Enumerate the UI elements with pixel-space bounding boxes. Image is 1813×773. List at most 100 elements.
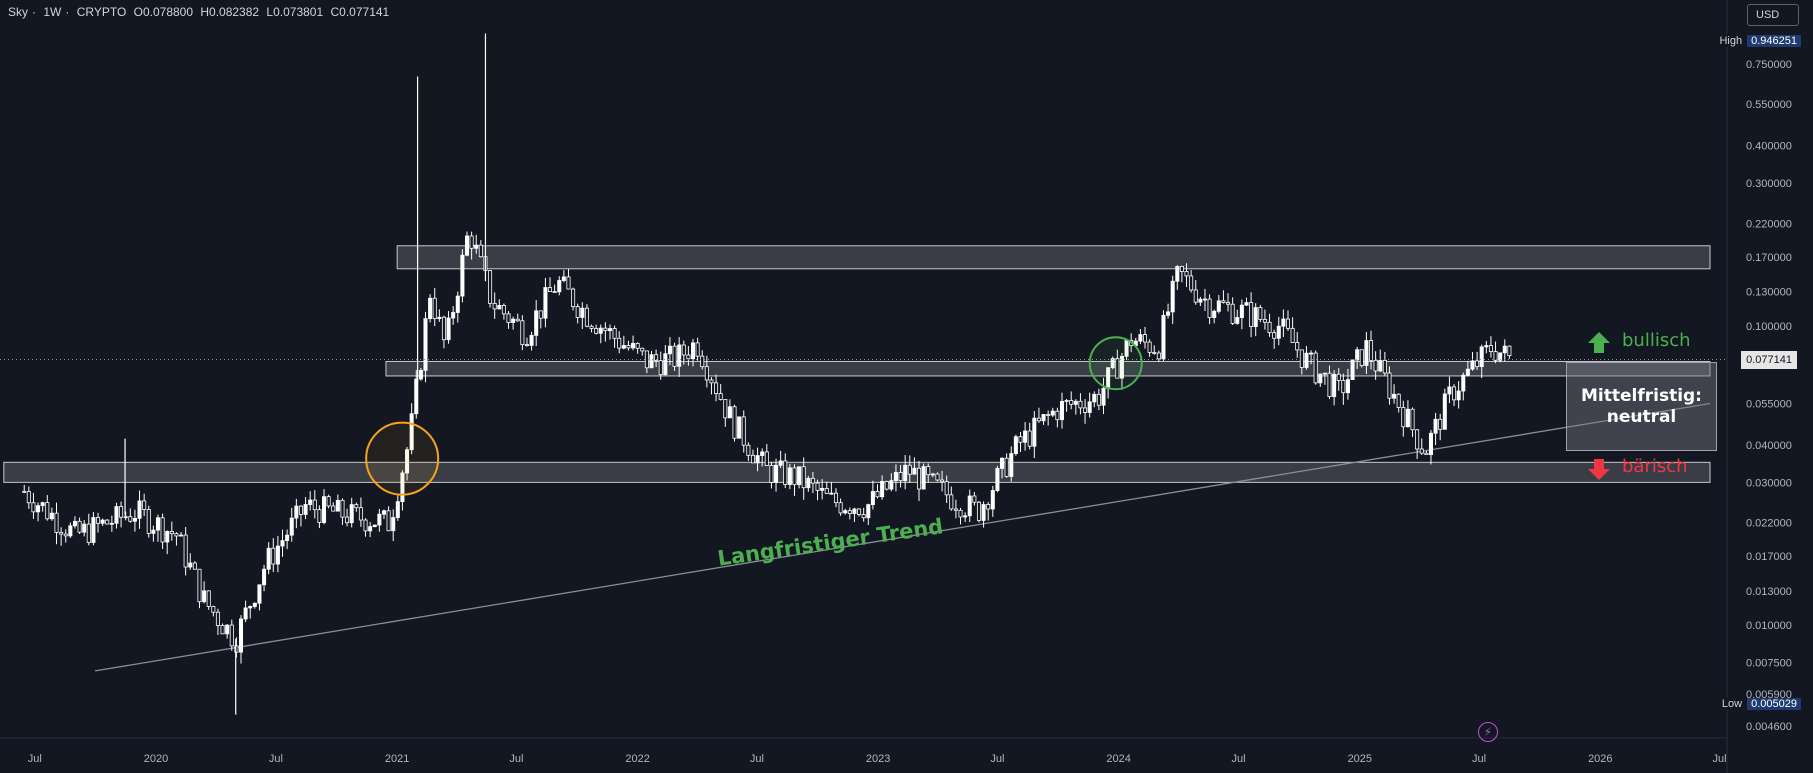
candle-body xyxy=(266,547,271,570)
green-circle-marker xyxy=(1088,336,1143,391)
candle-body xyxy=(1378,359,1383,372)
candle-body xyxy=(852,508,857,514)
candle-body xyxy=(248,606,253,609)
candle-body xyxy=(1041,414,1046,422)
candle-body xyxy=(1018,436,1023,443)
y-tick-label: 0.550000 xyxy=(1746,99,1792,111)
candle-body xyxy=(810,477,815,484)
candle-body xyxy=(326,496,331,507)
candle-body xyxy=(409,413,414,451)
candle-body xyxy=(963,515,968,518)
candle-body xyxy=(575,306,580,318)
candle-body xyxy=(1401,407,1406,428)
candle-body xyxy=(464,235,470,256)
candle-body xyxy=(949,494,954,510)
candle-body xyxy=(829,492,834,495)
candle-body xyxy=(1004,457,1009,477)
candle-body xyxy=(1452,386,1457,401)
candle-body xyxy=(506,313,511,323)
candle-body xyxy=(497,305,502,310)
candle-body xyxy=(815,482,820,491)
candle-body xyxy=(1267,321,1272,334)
candle-body xyxy=(501,305,506,315)
candle-body xyxy=(1087,401,1092,413)
candle-body xyxy=(1415,429,1420,450)
candle-body xyxy=(363,519,368,532)
candle-body xyxy=(1442,393,1447,430)
candle-body xyxy=(1235,317,1240,324)
candle-body xyxy=(142,500,147,510)
candle-body xyxy=(271,547,276,565)
candle-body xyxy=(1207,298,1212,318)
candle-body xyxy=(690,342,696,360)
y-tick-label: 0.220000 xyxy=(1746,218,1792,230)
candle-body xyxy=(1364,340,1369,366)
candle-body xyxy=(1138,334,1143,342)
legend-open: O0.078800 xyxy=(133,5,194,19)
candle-body xyxy=(1285,318,1291,329)
candle-body xyxy=(561,276,566,281)
candle-body xyxy=(1064,400,1069,402)
candle-body xyxy=(381,510,386,515)
candle-body xyxy=(423,318,428,371)
x-tick-label: 2024 xyxy=(1106,753,1130,765)
candle-body xyxy=(843,510,848,514)
candle-body xyxy=(220,624,225,635)
candle-body xyxy=(1027,430,1032,447)
candle-body xyxy=(709,379,714,384)
candle-body xyxy=(165,531,170,543)
candle-body xyxy=(1369,340,1374,361)
candle-body xyxy=(262,568,267,586)
candle-body xyxy=(1341,380,1346,394)
candle-body xyxy=(109,522,114,525)
candle-body xyxy=(119,506,124,518)
candle-body xyxy=(1221,300,1226,303)
candle-body xyxy=(1438,418,1443,430)
candle-body xyxy=(59,531,64,535)
candle-body xyxy=(1156,352,1161,360)
bullish-label: bullisch xyxy=(1622,330,1691,351)
candle-body xyxy=(312,499,317,511)
y-tick-label: 0.040000 xyxy=(1746,440,1792,452)
candle-body xyxy=(543,287,548,319)
arrow-down-icon xyxy=(1588,469,1610,480)
candle-body xyxy=(1281,318,1286,327)
candle-body xyxy=(714,382,719,394)
status-line-2: neutral xyxy=(1606,406,1677,427)
candle-body xyxy=(437,316,442,320)
candle-body xyxy=(1009,453,1014,477)
candle-body xyxy=(589,325,594,329)
candle-body xyxy=(727,406,732,419)
candle-body xyxy=(1115,358,1120,379)
candle-body xyxy=(824,488,829,494)
lightning-icon[interactable]: ⚡ xyxy=(1478,722,1498,742)
currency-button[interactable]: USD xyxy=(1747,4,1799,26)
candle-body xyxy=(1419,448,1424,454)
x-tick-label: Jul xyxy=(28,753,42,765)
candle-body xyxy=(137,500,142,519)
candle-body xyxy=(1373,359,1378,372)
candle-body xyxy=(649,354,654,369)
candle-body xyxy=(1216,300,1221,312)
y-tick-label: 0.022000 xyxy=(1746,518,1792,530)
candle-body xyxy=(820,488,825,491)
x-tick-label: Jul xyxy=(269,753,283,765)
candle-body xyxy=(257,584,262,604)
candle-body xyxy=(838,502,843,514)
zone-2 xyxy=(3,461,1711,483)
candle-body xyxy=(179,534,184,537)
candle-body xyxy=(1290,327,1295,343)
y-tick-label: 0.013000 xyxy=(1746,586,1792,598)
candle-body xyxy=(123,516,128,519)
candle-body xyxy=(976,501,981,521)
candle-body xyxy=(524,344,529,347)
candle-body xyxy=(174,533,179,537)
candle-body xyxy=(1322,372,1327,375)
candle-body xyxy=(308,499,313,505)
y-tick-label: 0.170000 xyxy=(1746,252,1792,264)
high-price-tag: High 0.946251 xyxy=(1714,33,1801,50)
candle-body xyxy=(548,287,553,292)
candle-body xyxy=(151,529,156,534)
candle-body xyxy=(755,455,760,464)
